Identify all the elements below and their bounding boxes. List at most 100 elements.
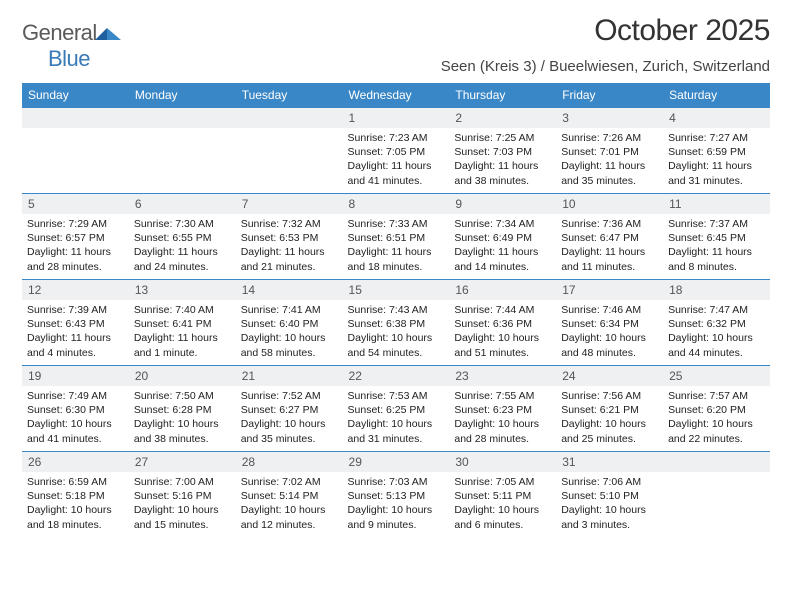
daylight-text: Daylight: 10 hours and 54 minutes. xyxy=(348,331,445,359)
sunrise-text: Sunrise: 7:55 AM xyxy=(454,389,551,403)
calendar-cell: 23Sunrise: 7:55 AMSunset: 6:23 PMDayligh… xyxy=(449,366,556,452)
sunrise-text: Sunrise: 7:41 AM xyxy=(241,303,338,317)
calendar-cell: 24Sunrise: 7:56 AMSunset: 6:21 PMDayligh… xyxy=(556,366,663,452)
sunrise-text: Sunrise: 7:02 AM xyxy=(241,475,338,489)
calendar-cell: 29Sunrise: 7:03 AMSunset: 5:13 PMDayligh… xyxy=(343,452,450,538)
daylight-text: Daylight: 11 hours and 21 minutes. xyxy=(241,245,338,273)
daylight-text: Daylight: 11 hours and 28 minutes. xyxy=(27,245,124,273)
daylight-text: Daylight: 10 hours and 18 minutes. xyxy=(27,503,124,531)
daylight-text: Daylight: 10 hours and 3 minutes. xyxy=(561,503,658,531)
day-number: 27 xyxy=(129,452,236,472)
calendar-cell: 21Sunrise: 7:52 AMSunset: 6:27 PMDayligh… xyxy=(236,366,343,452)
calendar-cell: 22Sunrise: 7:53 AMSunset: 6:25 PMDayligh… xyxy=(343,366,450,452)
day-body: Sunrise: 7:52 AMSunset: 6:27 PMDaylight:… xyxy=(236,386,343,450)
daylight-text: Daylight: 11 hours and 35 minutes. xyxy=(561,159,658,187)
day-number: 11 xyxy=(663,194,770,214)
sunset-text: Sunset: 6:21 PM xyxy=(561,403,658,417)
calendar-cell: 14Sunrise: 7:41 AMSunset: 6:40 PMDayligh… xyxy=(236,280,343,366)
day-number: 20 xyxy=(129,366,236,386)
day-body: Sunrise: 7:55 AMSunset: 6:23 PMDaylight:… xyxy=(449,386,556,450)
sunset-text: Sunset: 6:55 PM xyxy=(134,231,231,245)
day-body: Sunrise: 6:59 AMSunset: 5:18 PMDaylight:… xyxy=(22,472,129,536)
location-text: Seen (Kreis 3) / Bueelwiesen, Zurich, Sw… xyxy=(441,58,770,75)
sunset-text: Sunset: 6:49 PM xyxy=(454,231,551,245)
day-body: Sunrise: 7:29 AMSunset: 6:57 PMDaylight:… xyxy=(22,214,129,278)
calendar-cell: 19Sunrise: 7:49 AMSunset: 6:30 PMDayligh… xyxy=(22,366,129,452)
sunset-text: Sunset: 6:59 PM xyxy=(668,145,765,159)
calendar-cell: 2Sunrise: 7:25 AMSunset: 7:03 PMDaylight… xyxy=(449,108,556,194)
day-number: 14 xyxy=(236,280,343,300)
day-body: Sunrise: 7:44 AMSunset: 6:36 PMDaylight:… xyxy=(449,300,556,364)
daylight-text: Daylight: 10 hours and 28 minutes. xyxy=(454,417,551,445)
day-number: 9 xyxy=(449,194,556,214)
day-number: 3 xyxy=(556,108,663,128)
sunrise-text: Sunrise: 7:40 AM xyxy=(134,303,231,317)
calendar-cell: 25Sunrise: 7:57 AMSunset: 6:20 PMDayligh… xyxy=(663,366,770,452)
day-body: Sunrise: 7:49 AMSunset: 6:30 PMDaylight:… xyxy=(22,386,129,450)
sunset-text: Sunset: 7:01 PM xyxy=(561,145,658,159)
sunrise-text: Sunrise: 7:47 AM xyxy=(668,303,765,317)
day-number: 28 xyxy=(236,452,343,472)
calendar-table: SundayMondayTuesdayWednesdayThursdayFrid… xyxy=(22,83,770,538)
sunset-text: Sunset: 6:40 PM xyxy=(241,317,338,331)
sunrise-text: Sunrise: 7:30 AM xyxy=(134,217,231,231)
sunrise-text: Sunrise: 7:49 AM xyxy=(27,389,124,403)
day-body: Sunrise: 7:30 AMSunset: 6:55 PMDaylight:… xyxy=(129,214,236,278)
calendar-cell: 16Sunrise: 7:44 AMSunset: 6:36 PMDayligh… xyxy=(449,280,556,366)
day-number: 29 xyxy=(343,452,450,472)
day-number: 31 xyxy=(556,452,663,472)
day-body: Sunrise: 7:33 AMSunset: 6:51 PMDaylight:… xyxy=(343,214,450,278)
sunrise-text: Sunrise: 7:05 AM xyxy=(454,475,551,489)
daylight-text: Daylight: 11 hours and 11 minutes. xyxy=(561,245,658,273)
weekday-header: Monday xyxy=(129,83,236,108)
calendar-cell: 11Sunrise: 7:37 AMSunset: 6:45 PMDayligh… xyxy=(663,194,770,280)
day-body: Sunrise: 7:39 AMSunset: 6:43 PMDaylight:… xyxy=(22,300,129,364)
calendar-cell: 4Sunrise: 7:27 AMSunset: 6:59 PMDaylight… xyxy=(663,108,770,194)
brand-logo: General Blue xyxy=(22,14,121,72)
daylight-text: Daylight: 10 hours and 6 minutes. xyxy=(454,503,551,531)
sunrise-text: Sunrise: 7:03 AM xyxy=(348,475,445,489)
sunset-text: Sunset: 7:05 PM xyxy=(348,145,445,159)
day-number: 1 xyxy=(343,108,450,128)
day-number: 8 xyxy=(343,194,450,214)
day-number: 7 xyxy=(236,194,343,214)
calendar-cell: 12Sunrise: 7:39 AMSunset: 6:43 PMDayligh… xyxy=(22,280,129,366)
sunrise-text: Sunrise: 7:23 AM xyxy=(348,131,445,145)
day-number: 16 xyxy=(449,280,556,300)
daylight-text: Daylight: 10 hours and 9 minutes. xyxy=(348,503,445,531)
sunset-text: Sunset: 5:18 PM xyxy=(27,489,124,503)
calendar-cell: 7Sunrise: 7:32 AMSunset: 6:53 PMDaylight… xyxy=(236,194,343,280)
sunset-text: Sunset: 6:25 PM xyxy=(348,403,445,417)
day-body: Sunrise: 7:32 AMSunset: 6:53 PMDaylight:… xyxy=(236,214,343,278)
sunrise-text: Sunrise: 6:59 AM xyxy=(27,475,124,489)
sunrise-text: Sunrise: 7:00 AM xyxy=(134,475,231,489)
sunset-text: Sunset: 6:47 PM xyxy=(561,231,658,245)
daylight-text: Daylight: 10 hours and 38 minutes. xyxy=(134,417,231,445)
day-body: Sunrise: 7:43 AMSunset: 6:38 PMDaylight:… xyxy=(343,300,450,364)
sunset-text: Sunset: 6:30 PM xyxy=(27,403,124,417)
calendar-cell: 26Sunrise: 6:59 AMSunset: 5:18 PMDayligh… xyxy=(22,452,129,538)
day-number: 15 xyxy=(343,280,450,300)
calendar-cell: 13Sunrise: 7:40 AMSunset: 6:41 PMDayligh… xyxy=(129,280,236,366)
weekday-header: Sunday xyxy=(22,83,129,108)
sunrise-text: Sunrise: 7:56 AM xyxy=(561,389,658,403)
day-number: 30 xyxy=(449,452,556,472)
day-body: Sunrise: 7:40 AMSunset: 6:41 PMDaylight:… xyxy=(129,300,236,364)
daylight-text: Daylight: 11 hours and 1 minute. xyxy=(134,331,231,359)
weekday-header: Friday xyxy=(556,83,663,108)
day-number: 13 xyxy=(129,280,236,300)
calendar-cell: 3Sunrise: 7:26 AMSunset: 7:01 PMDaylight… xyxy=(556,108,663,194)
sunrise-text: Sunrise: 7:46 AM xyxy=(561,303,658,317)
sunset-text: Sunset: 6:32 PM xyxy=(668,317,765,331)
calendar-cell: 10Sunrise: 7:36 AMSunset: 6:47 PMDayligh… xyxy=(556,194,663,280)
page-title: October 2025 xyxy=(441,14,770,48)
daylight-text: Daylight: 11 hours and 4 minutes. xyxy=(27,331,124,359)
sunrise-text: Sunrise: 7:25 AM xyxy=(454,131,551,145)
sunrise-text: Sunrise: 7:57 AM xyxy=(668,389,765,403)
sunset-text: Sunset: 6:53 PM xyxy=(241,231,338,245)
sunrise-text: Sunrise: 7:43 AM xyxy=(348,303,445,317)
sunrise-text: Sunrise: 7:50 AM xyxy=(134,389,231,403)
sunset-text: Sunset: 6:28 PM xyxy=(134,403,231,417)
sunrise-text: Sunrise: 7:36 AM xyxy=(561,217,658,231)
sunset-text: Sunset: 6:41 PM xyxy=(134,317,231,331)
